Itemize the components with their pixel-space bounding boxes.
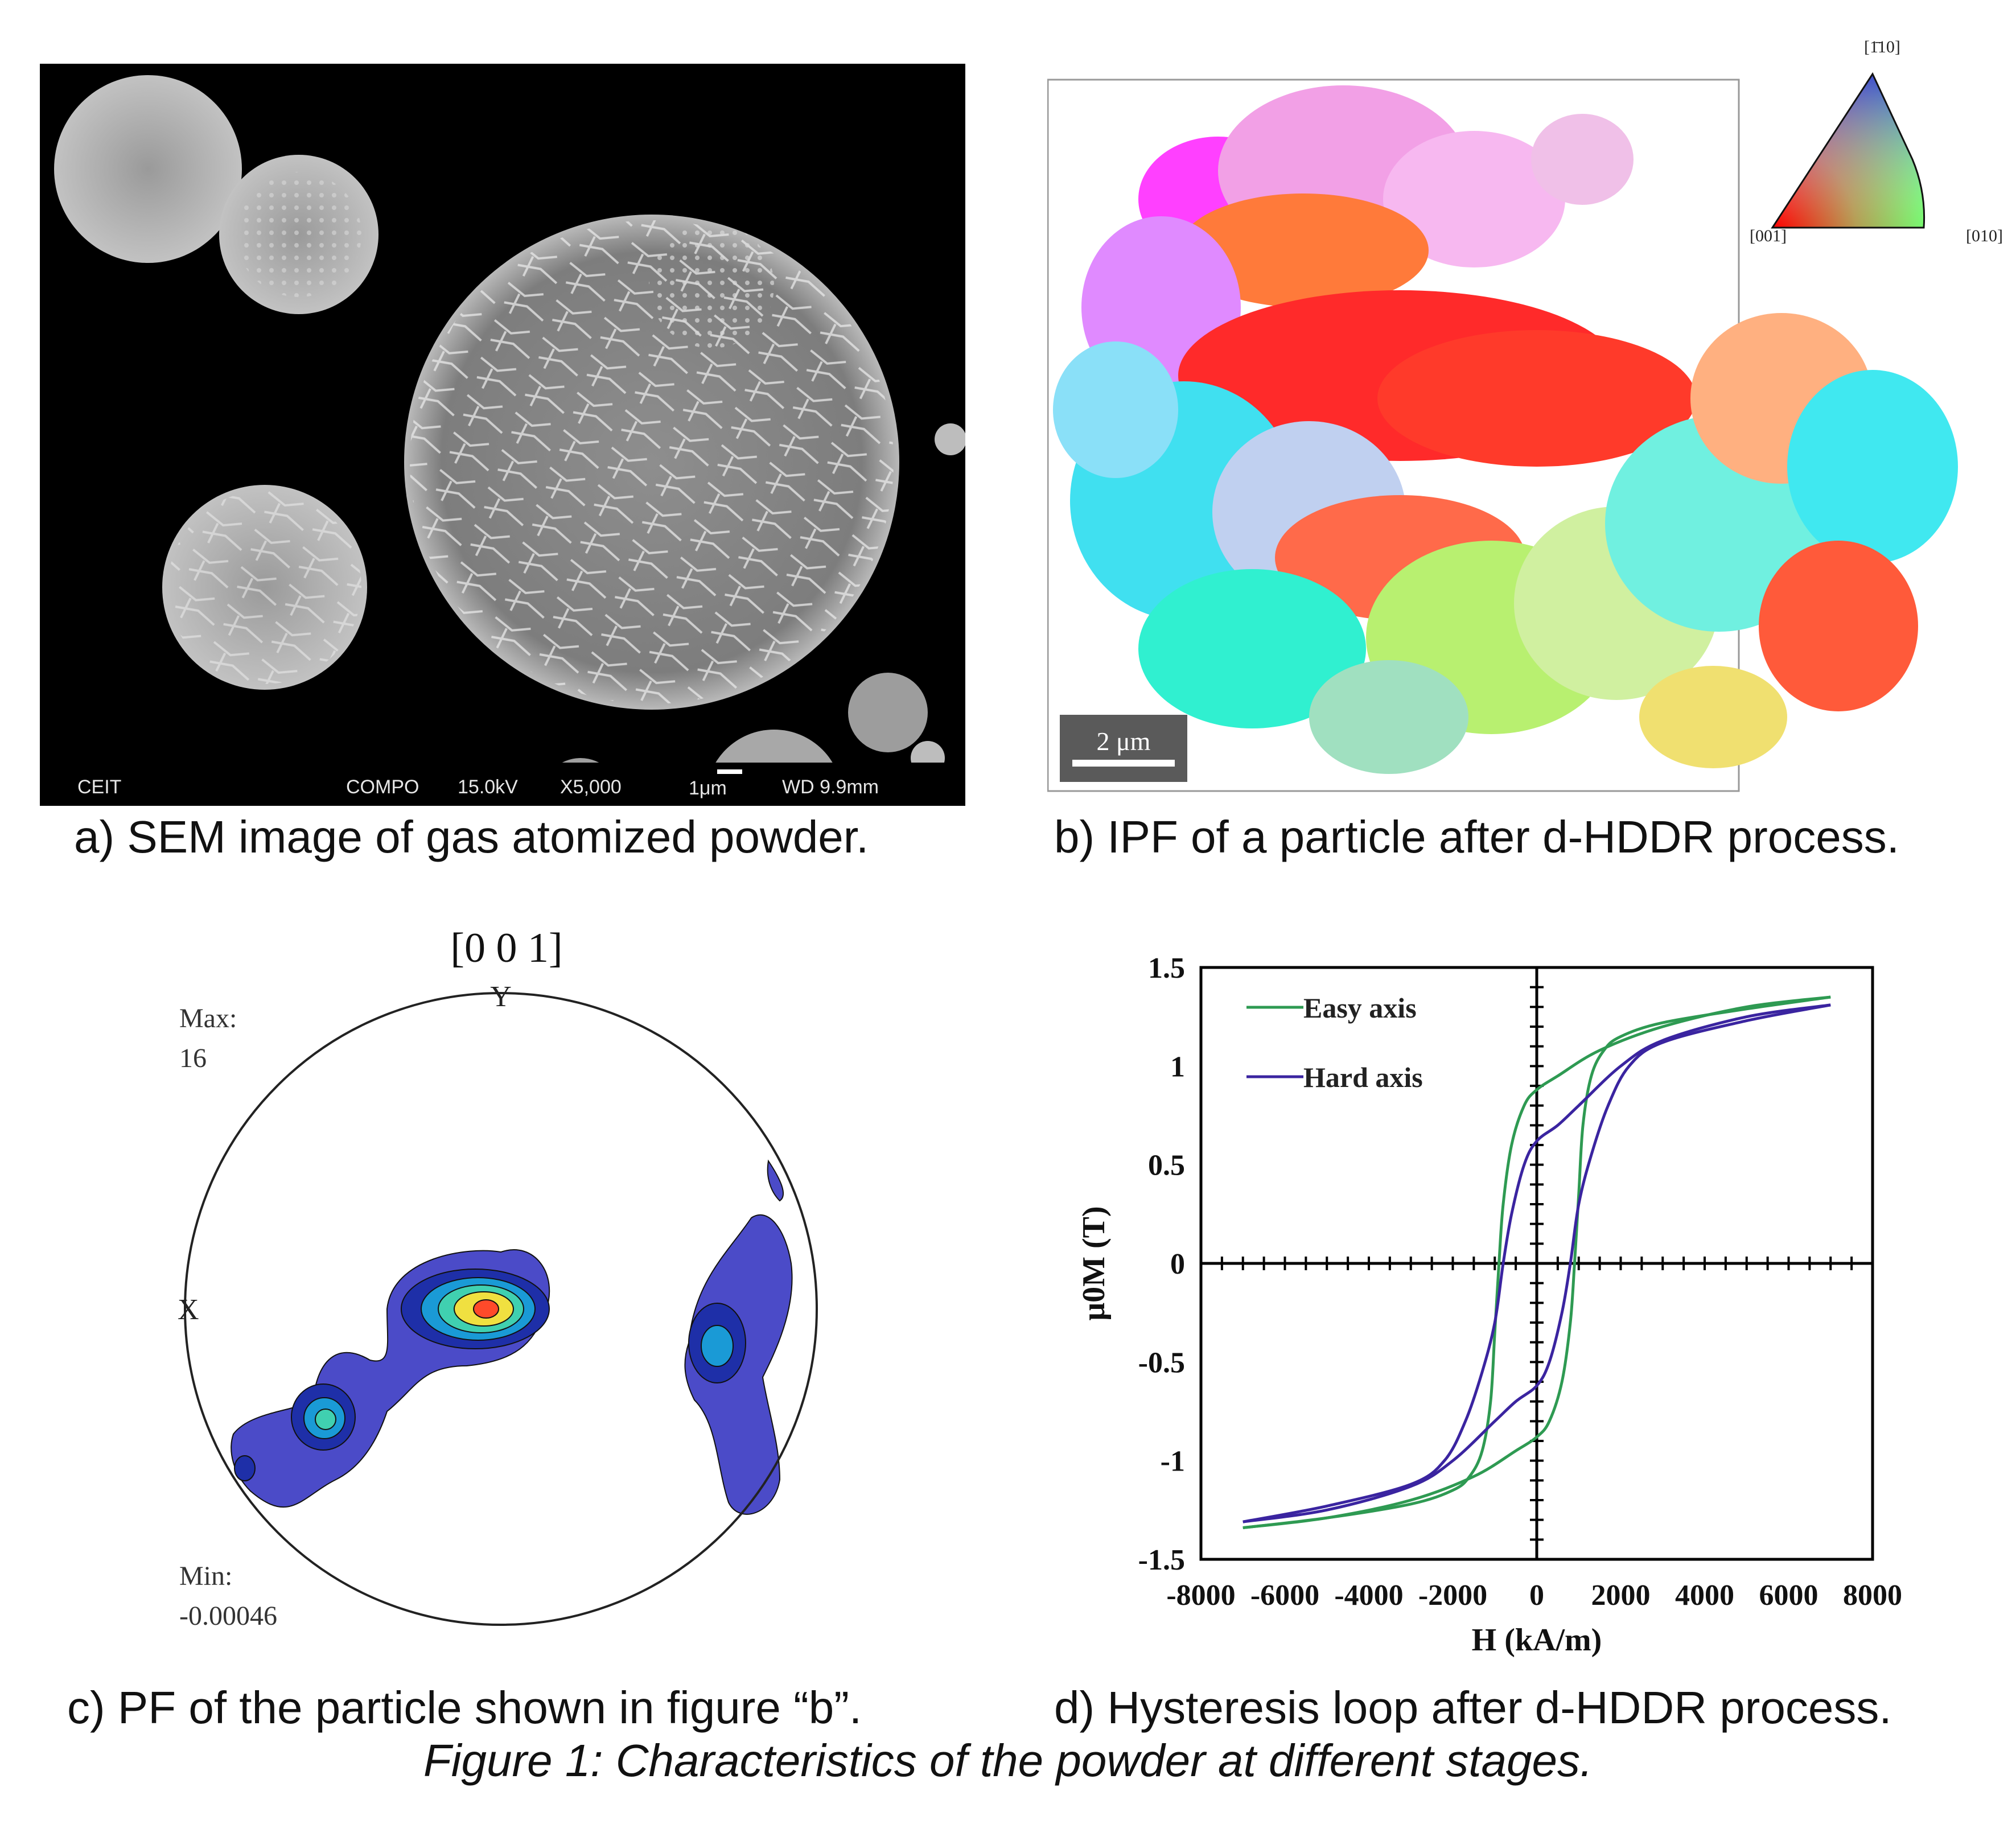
panel-c-pole-figure: [0 0 1] Max: 16 Min: -0.00046 Y X <box>148 911 911 1650</box>
easy-axis-branch-ascending <box>1242 995 1831 1530</box>
y-tick-label: 1 <box>1170 1051 1185 1083</box>
y-tick-label: 0.5 <box>1148 1150 1185 1182</box>
pf-axis-y: Y <box>490 981 512 1013</box>
caption-b: b) IPF of a particle after d-HDDR proces… <box>1054 812 1899 862</box>
pf-max-value: 16 <box>179 1043 207 1073</box>
y-tick-label: -1.5 <box>1138 1544 1185 1576</box>
chart-legend: Easy axis Hard axis <box>1246 992 1423 1093</box>
ipf-key-top-label: [1̄10] <box>1864 38 1900 56</box>
ipf-key-right-label: [010] <box>1966 226 2003 245</box>
y-axis-label: μ0M (T) <box>1076 1206 1112 1320</box>
x-tick-label: -6000 <box>1250 1579 1319 1612</box>
caption-a: a) SEM image of gas atomized powder. <box>74 812 869 862</box>
pole-figure: [0 0 1] Max: 16 Min: -0.00046 Y X <box>178 925 818 1631</box>
sem-working-distance: WD 9.9mm <box>782 776 879 798</box>
x-tick-label: -4000 <box>1334 1579 1403 1612</box>
x-tick-label: 4000 <box>1675 1579 1734 1612</box>
x-tick-label: 8000 <box>1843 1579 1902 1612</box>
ipf-grains <box>1053 85 1958 774</box>
pf-min-value: -0.00046 <box>179 1601 277 1631</box>
ipf-map: [1̄10] [001] [010] 2 μm <box>1047 38 2003 792</box>
legend-hard-axis-label: Hard axis <box>1303 1061 1423 1093</box>
pf-min-label: Min: <box>179 1561 232 1591</box>
figure-caption: Figure 1: Characteristics of the powder … <box>423 1735 1593 1786</box>
panel-d-hysteresis-chart: -8000 -6000 -4000 -2000 0 2000 4000 6000 8000 1.5… <box>1064 933 1986 1673</box>
sem-scale-label: 1μm <box>689 777 727 799</box>
x-tick-label: 2000 <box>1591 1579 1651 1612</box>
chart-frame <box>1199 966 1874 1561</box>
hard-axis-branch-descending <box>1242 1003 1831 1523</box>
legend-easy-axis-label: Easy axis <box>1303 992 1417 1024</box>
ipf-key-left-label: [001] <box>1750 226 1787 245</box>
x-tick-label: 0 <box>1529 1579 1544 1612</box>
pf-axis-x: X <box>178 1294 199 1326</box>
y-tick-label: -1 <box>1161 1445 1185 1478</box>
pf-contours <box>231 1159 793 1515</box>
sem-scale-bar <box>717 769 742 774</box>
sem-mode: COMPO <box>346 776 419 798</box>
sem-particle <box>54 75 242 263</box>
x-tick-label: 6000 <box>1759 1579 1818 1612</box>
y-tick-label: 0 <box>1170 1248 1185 1280</box>
hysteresis-chart: -8000 -6000 -4000 -2000 0 2000 4000 6000 8000 1.5… <box>1076 952 1902 1658</box>
sem-voltage: 15.0kV <box>458 776 518 798</box>
sem-magnification: X5,000 <box>560 776 622 798</box>
ipf-scale-bar: 2 μm <box>1060 715 1187 782</box>
ipf-scale-label: 2 μm <box>1097 727 1151 756</box>
sem-databar <box>40 763 965 806</box>
y-tick-label: 1.5 <box>1148 952 1185 985</box>
pf-max-label: Max: <box>179 1003 237 1033</box>
x-tick-label: -8000 <box>1166 1579 1235 1612</box>
caption-c: c) PF of the particle shown in figure “b… <box>67 1682 862 1733</box>
hard-axis-branch-ascending <box>1242 1003 1831 1523</box>
easy-axis-branch-descending <box>1242 995 1831 1530</box>
sem-brand: CEIT <box>77 776 121 798</box>
x-axis-label: H (kA/m) <box>1472 1622 1602 1658</box>
pf-circle <box>184 992 818 1626</box>
caption-d: d) Hysteresis loop after d-HDDR process. <box>1054 1682 1892 1733</box>
y-tick-label: -0.5 <box>1138 1346 1185 1379</box>
ipf-color-key: [1̄10] [001] [010] <box>1750 38 2003 245</box>
panel-b-ipf-map: [1̄10] [001] [010] 2 μm <box>1047 11 2009 797</box>
sem-micrograph: CEIT COMPO 15.0kV X5,000 1μm WD 9.9mm <box>40 64 966 866</box>
x-tick-label: -2000 <box>1418 1579 1487 1612</box>
pf-title: [0 0 1] <box>450 925 562 971</box>
panel-a-sem-image: CEIT COMPO 15.0kV X5,000 1μm WD 9.9mm <box>40 64 966 866</box>
